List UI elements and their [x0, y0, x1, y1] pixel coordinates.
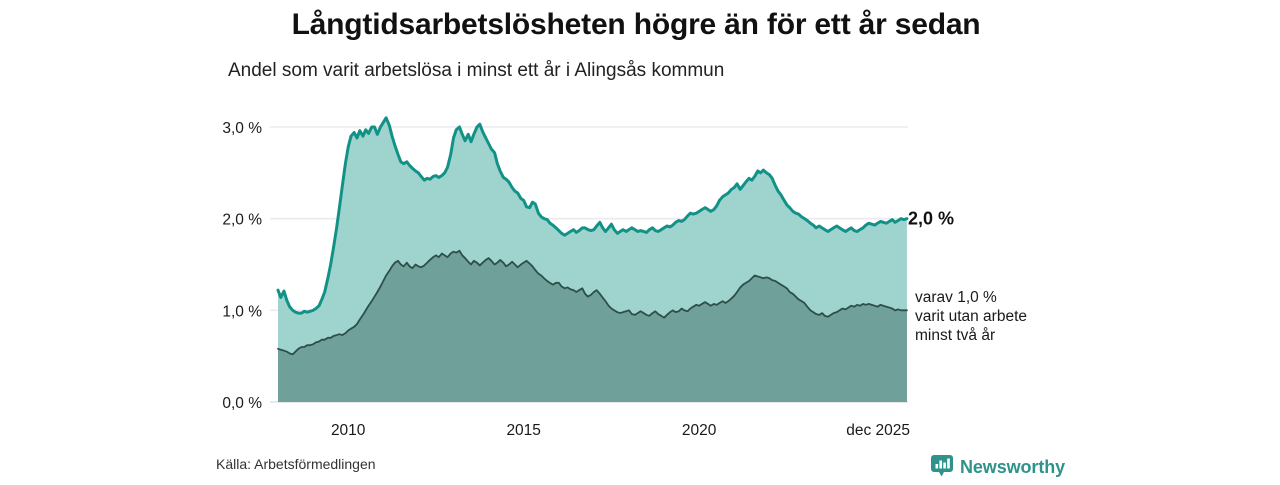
series2-end-label-line2: varit utan arbete [915, 308, 1027, 325]
source-note: Källa: Arbetsförmedlingen [216, 456, 376, 472]
y-tick-label-1: 1,0 % [222, 303, 262, 320]
x-tick-label-2: 2020 [682, 422, 717, 439]
y-tick-label-2: 2,0 % [222, 212, 262, 229]
series2-end-label-line1: varav 1,0 % [915, 289, 997, 306]
brand-name: Newsworthy [960, 456, 1066, 477]
series-1-line [276, 116, 909, 315]
x-tick-label-0: 2010 [331, 422, 366, 439]
bar-chart-bubble-icon [931, 455, 953, 477]
x-tick-label-1: 2015 [506, 422, 540, 439]
y-tick-label-0: 0,0 % [222, 395, 262, 412]
series1-end-label: 2,0 % [908, 209, 954, 229]
series-lines [276, 116, 909, 356]
x-tick-label-3: dec 2025 [846, 422, 910, 439]
series-2-area [278, 250, 907, 402]
page-subtitle: Andel som varit arbetslösa i minst ett å… [228, 60, 725, 81]
series-areas [278, 117, 907, 402]
newsworthy-logo: Newsworthy [931, 455, 1065, 479]
page-title: Långtidsarbetslösheten högre än för ett … [291, 8, 981, 41]
x-axis-tick-labels: 2010 2015 2020 dec 2025 [331, 422, 910, 439]
series2-end-label-line3: minst två år [915, 327, 995, 344]
series-2-line [277, 249, 908, 356]
y-tick-label-3: 3,0 % [222, 120, 262, 137]
series-end-labels: 2,0 % varav 1,0 % varit utan arbete mins… [908, 209, 1027, 344]
y-axis-tick-labels: 0,0 % 1,0 % 2,0 % 3,0 % [222, 120, 262, 412]
